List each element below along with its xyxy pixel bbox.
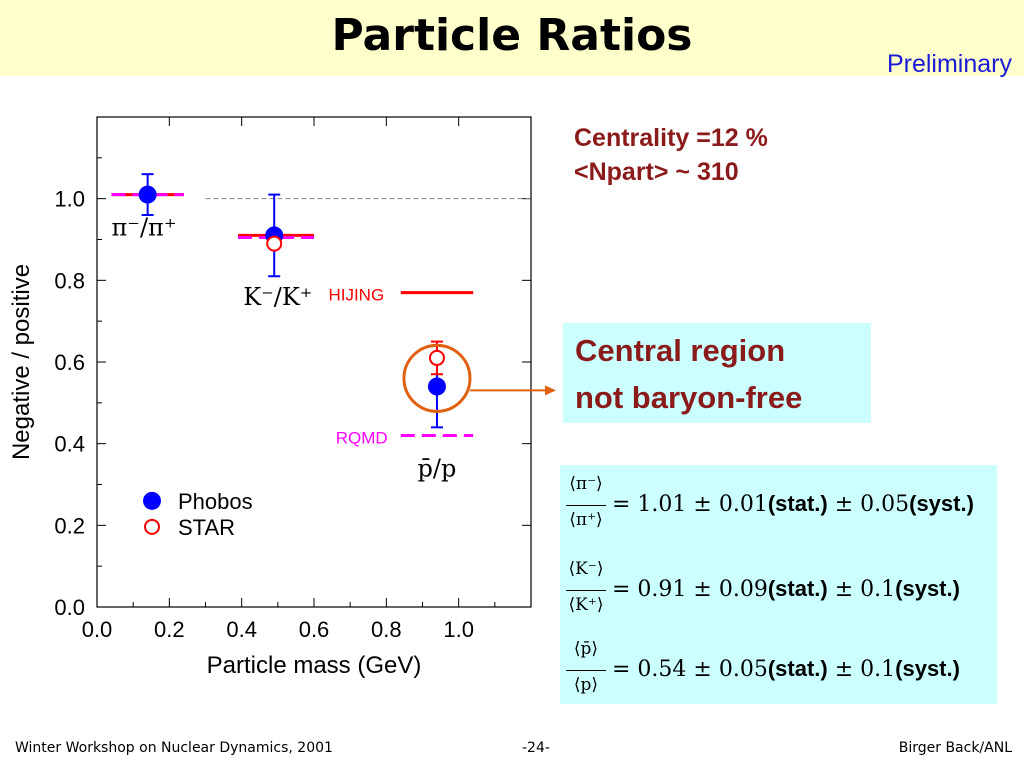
syst-value: ± 0.1: [827, 577, 896, 602]
fraction-bar: [566, 670, 606, 671]
stat-label: (stat.): [767, 491, 828, 516]
fraction: ⟨π⁻⟩ ⟨π⁺⟩: [562, 470, 610, 540]
phobos-point: [138, 185, 157, 204]
phobos-point: [427, 377, 446, 396]
x-tick-label: 0.2: [154, 617, 185, 642]
slide-title: Particle Ratios: [331, 10, 693, 61]
formula-kaon: ⟨K⁻⟩ ⟨K⁺⟩ = 0.91 ± 0.09(stat.) ± 0.1(sys…: [560, 555, 997, 625]
star-point: [428, 349, 445, 366]
x-axis-label: Particle mass (GeV): [207, 652, 422, 679]
fraction: ⟨K⁻⟩ ⟨K⁺⟩: [562, 555, 610, 625]
stat-label: (stat.): [767, 656, 828, 681]
syst-label: (syst.): [895, 576, 960, 601]
footer: Winter Workshop on Nuclear Dynamics, 200…: [0, 740, 1024, 764]
star-point: [266, 235, 283, 252]
ratio-value: = 1.01 ± 0.01: [612, 492, 768, 517]
denominator: ⟨K⁺⟩: [568, 595, 604, 615]
syst-label: (syst.): [895, 656, 960, 681]
ratio-annotation-2: p̄/p: [418, 454, 457, 482]
ratio-value: = 0.54 ± 0.05: [612, 657, 768, 682]
x-tick-label: 0.8: [371, 617, 402, 642]
npart-label: <Npart> ~ 310: [574, 158, 739, 186]
ratio-value: = 0.91 ± 0.09: [612, 577, 768, 602]
formula-pion: ⟨π⁻⟩ ⟨π⁺⟩ = 1.01 ± 0.01(stat.) ± 0.05(sy…: [560, 470, 997, 540]
callout-line-1: Central region: [575, 333, 786, 368]
denominator: ⟨π⁺⟩: [569, 510, 603, 530]
footer-author: Birger Back/ANL: [898, 740, 1012, 756]
y-tick-label: 0.2: [54, 513, 85, 538]
syst-value: ± 0.1: [827, 657, 896, 682]
callout-box: Central region not baryon-free: [563, 323, 871, 423]
x-tick-label: 0.6: [299, 617, 330, 642]
title-band: [0, 0, 1024, 76]
y-tick-label: 0.0: [54, 595, 85, 620]
stat-label: (stat.): [767, 576, 828, 601]
y-axis-label: Negative / positive: [8, 264, 35, 460]
numerator: ⟨π⁻⟩: [569, 474, 603, 494]
y-tick-label: 1.0: [54, 187, 85, 212]
legend-marker-phobos: [143, 491, 161, 510]
syst-value: ± 0.05: [827, 492, 910, 517]
x-tick-label: 0.4: [226, 617, 257, 642]
model-label-hijing: HIJING: [328, 286, 384, 305]
fraction: ⟨p̄⟩ ⟨p⟩: [562, 635, 610, 705]
y-tick-label: 0.6: [54, 350, 85, 375]
legend-marker-star: [144, 518, 160, 535]
callout-arrow-head: [545, 385, 556, 396]
numerator: ⟨p̄⟩: [573, 639, 599, 659]
legend-label-phobos: Phobos: [178, 489, 253, 514]
syst-label: (syst.): [909, 491, 974, 516]
formula-box: ⟨π⁻⟩ ⟨π⁺⟩ = 1.01 ± 0.01(stat.) ± 0.05(sy…: [560, 465, 997, 704]
fraction-bar: [566, 590, 606, 591]
highlight-circle: [402, 343, 472, 413]
model-label-rqmd: RQMD: [336, 429, 388, 448]
legend-label-star: STAR: [178, 515, 235, 540]
y-tick-label: 0.4: [54, 432, 85, 457]
footer-workshop: Winter Workshop on Nuclear Dynamics, 200…: [15, 740, 333, 756]
ratio-annotation-0: π⁻/π⁺: [112, 213, 177, 241]
fraction-bar: [566, 505, 606, 506]
centrality-label: Centrality =12 %: [574, 124, 768, 152]
particle-ratio-chart: 0.0 0.2 0.4 0.6 0.8 1.0 0.0 0.2 0.4 0.6 0.8 1.0 Part…: [8, 116, 556, 679]
ratio-annotation-1: K⁻/K⁺: [243, 283, 312, 311]
denominator: ⟨p⟩: [573, 675, 599, 695]
preliminary-label: Preliminary: [886, 50, 1012, 78]
x-tick-label: 1.0: [443, 617, 474, 642]
x-tick-label: 0.0: [82, 617, 113, 642]
y-tick-label: 0.8: [54, 268, 85, 293]
callout-line-2: not baryon-free: [575, 380, 803, 415]
formula-proton: ⟨p̄⟩ ⟨p⟩ = 0.54 ± 0.05(stat.) ± 0.1(syst…: [560, 635, 997, 705]
numerator: ⟨K⁻⟩: [568, 559, 604, 579]
footer-page-number: -24-: [522, 740, 550, 756]
